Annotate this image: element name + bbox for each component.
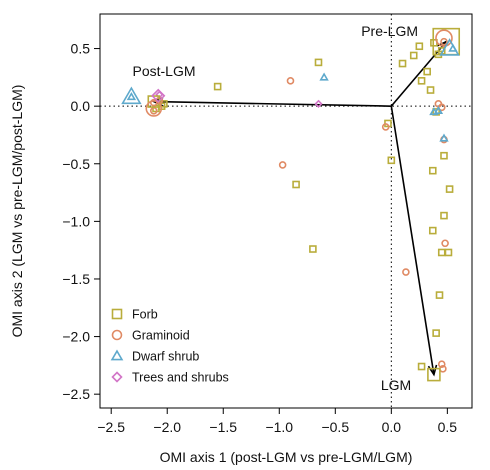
x-tick-label: −1.0 <box>265 419 293 435</box>
data-point-square <box>435 291 444 299</box>
vector-line <box>390 106 435 375</box>
centroid-marker-circle <box>145 100 163 117</box>
plot-frame <box>99 13 473 409</box>
x-tick-label: −1.5 <box>209 419 237 435</box>
vector-label: LGM <box>381 377 411 393</box>
data-point-square <box>415 42 424 51</box>
data-point-square <box>213 82 222 91</box>
data-point-square <box>437 248 446 257</box>
data-point-triangle <box>126 92 137 101</box>
x-axis: −2.5 −2.0 −1.5 −1.0 −0.5 0.0 0.5 <box>97 408 457 435</box>
centroid-marker-circle <box>435 29 453 47</box>
centroid-marker-triangle <box>121 86 142 105</box>
data-point-square <box>440 211 448 220</box>
data-point-square <box>423 67 431 76</box>
legend: Forb Graminoid Dwarf shrub Trees and shrubs <box>110 308 229 385</box>
data-point-circle <box>286 77 295 85</box>
data-point-square <box>426 86 435 94</box>
y-tick-label: −1.0 <box>62 213 90 229</box>
data-point-circle <box>437 360 446 369</box>
data-point-square <box>432 329 440 337</box>
vector-line <box>390 41 447 107</box>
x-tick-label: −2.5 <box>97 419 125 435</box>
data-point-square <box>417 362 426 371</box>
data-point-triangle <box>439 133 449 142</box>
data-point-square <box>445 185 454 193</box>
legend-label: Trees and shrubs <box>132 371 229 385</box>
y-axis-title: OMI axis 2 (LGM vs pre-LGM/post-LGM) <box>9 85 25 338</box>
legend-label: Graminoid <box>132 329 190 343</box>
x-axis-title: OMI axis 1 (post-LGM vs pre-LGM/LGM) <box>160 449 413 465</box>
x-tick-label: −2.0 <box>153 419 181 435</box>
x-tick-label: 0.0 <box>382 419 402 435</box>
y-tick-label: −1.5 <box>62 271 90 287</box>
data-point-square <box>387 156 396 165</box>
data-point-triangle <box>433 105 444 114</box>
data-point-circle <box>402 268 410 276</box>
data-point-square <box>309 245 317 253</box>
data-point-square <box>398 59 407 68</box>
data-point-square <box>444 248 453 257</box>
legend-marker-circle <box>111 329 123 341</box>
legend-marker-triangle <box>110 349 124 361</box>
reference-lines <box>100 14 472 408</box>
vector-line <box>153 100 392 107</box>
vector-arrows <box>151 40 448 377</box>
data-points <box>121 27 461 382</box>
y-tick-label: 0.0 <box>71 98 91 114</box>
vector-label: Post-LGM <box>132 63 195 79</box>
data-point-circle <box>440 37 448 46</box>
vector-label: Pre-LGM <box>361 23 418 39</box>
data-point-square <box>314 58 323 67</box>
y-tick-label: −2.5 <box>62 386 90 402</box>
centroid-marker-triangle <box>439 38 460 56</box>
legend-label: Forb <box>132 308 158 322</box>
vector-labels: Pre-LGM Post-LGM LGM <box>132 23 418 393</box>
data-point-circle <box>278 161 287 169</box>
y-tick-label: −0.5 <box>62 156 90 172</box>
data-point-square <box>428 166 437 175</box>
y-tick-label: 0.5 <box>71 41 91 57</box>
data-point-square <box>292 180 300 189</box>
x-tick-label: −0.5 <box>321 419 349 435</box>
data-point-triangle <box>319 72 329 81</box>
data-point-square <box>417 77 426 85</box>
data-point-square <box>428 226 437 235</box>
legend-marker-diamond <box>111 371 123 383</box>
centroid-marker-square <box>427 367 441 382</box>
centroid-marker-diamond <box>151 88 166 103</box>
data-point-diamond <box>314 99 323 108</box>
x-tick-label: 0.5 <box>438 419 458 435</box>
data-point-circle <box>441 239 449 248</box>
y-tick-label: −2.0 <box>62 329 90 345</box>
data-point-circle <box>381 123 390 131</box>
data-point-square <box>409 51 418 60</box>
legend-marker-square <box>111 308 123 320</box>
y-axis: −2.5 −2.0 −1.5 −1.0 −0.5 0.0 0.5 <box>62 41 100 402</box>
legend-label: Dwarf shrub <box>132 350 199 364</box>
data-point-square <box>440 151 448 160</box>
